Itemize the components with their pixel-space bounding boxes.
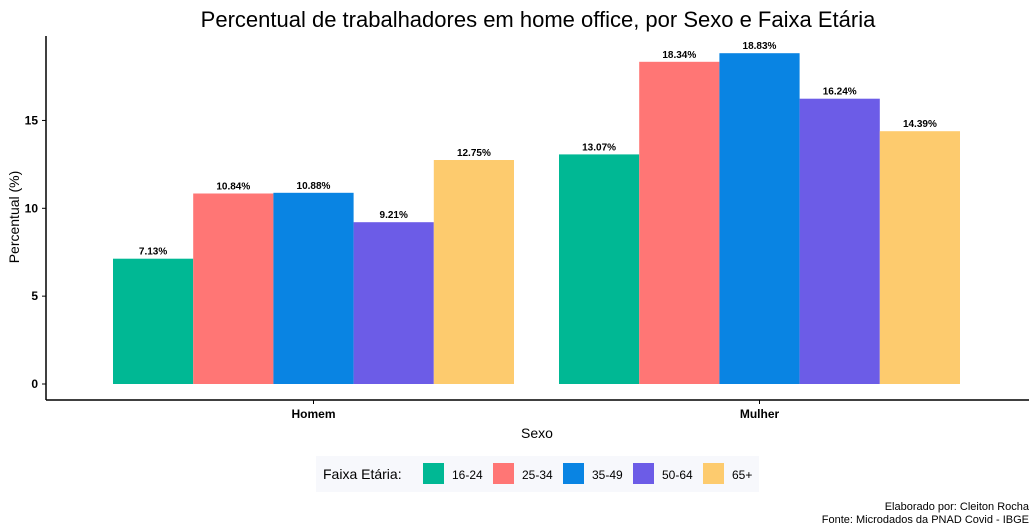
x-tick-label-homem: Homem (291, 407, 335, 421)
legend-key-25-34 (493, 463, 514, 484)
y-tick-label: 10 (25, 201, 39, 215)
legend-title: Faixa Etária: (323, 466, 402, 482)
bar-homem-35-49 (273, 192, 354, 384)
data-label: 10.84% (216, 182, 250, 193)
bar-mulher-65plus (879, 131, 960, 384)
data-label: 9.21% (380, 210, 408, 221)
data-label: 13.07% (582, 142, 616, 153)
x-axis-title: Sexo (521, 425, 553, 441)
legend-label-50-64: 50-64 (662, 468, 693, 482)
legend-label-65plus: 65+ (732, 468, 752, 482)
legend-key-50-64 (633, 463, 654, 484)
bar-homem-50-64 (353, 222, 434, 384)
y-tick-label: 15 (25, 113, 39, 127)
data-label: 10.88% (297, 181, 331, 192)
data-label: 18.83% (743, 41, 777, 52)
bar-mulher-25-34 (639, 61, 720, 385)
bar-homem-16-24 (113, 258, 194, 384)
chart-title: Percentual de trabalhadores em home offi… (201, 7, 876, 32)
legend-key-65plus (703, 463, 724, 484)
plot-area: 7.13% 10.84% 10.88% 9.21% 12.75% 13.07% 18.34%… (113, 41, 960, 385)
data-label: 16.24% (823, 87, 857, 98)
caption-source: Fonte: Microdados da PNAD Covid - IBGE (822, 514, 1029, 526)
y-axis-title: Percentual (%) (6, 171, 22, 264)
caption-author: Elaborado por: Cleiton Rocha (885, 501, 1030, 513)
y-tick-label: 0 (31, 377, 38, 391)
legend-label-16-24: 16-24 (452, 468, 483, 482)
legend-label-35-49: 35-49 (592, 468, 623, 482)
bar-mulher-35-49 (719, 53, 800, 384)
legend: Faixa Etária: 16-24 25-34 35-49 50-64 65+ (316, 456, 759, 492)
data-label: 18.34% (662, 50, 696, 61)
y-tick-label: 5 (31, 289, 38, 303)
bar-mulher-50-64 (799, 98, 880, 384)
data-label: 12.75% (457, 148, 491, 159)
legend-label-25-34: 25-34 (522, 468, 553, 482)
axes: 0 5 10 15 Homem Mulher (25, 36, 1029, 421)
x-tick-label-mulher: Mulher (740, 407, 780, 421)
bar-homem-65plus (433, 160, 514, 384)
legend-background (316, 456, 759, 492)
bar-homem-25-34 (193, 193, 274, 384)
legend-key-35-49 (563, 463, 584, 484)
legend-key-16-24 (423, 463, 444, 484)
bar-mulher-16-24 (559, 154, 640, 384)
data-label: 7.13% (139, 247, 167, 258)
data-label: 14.39% (903, 119, 937, 130)
